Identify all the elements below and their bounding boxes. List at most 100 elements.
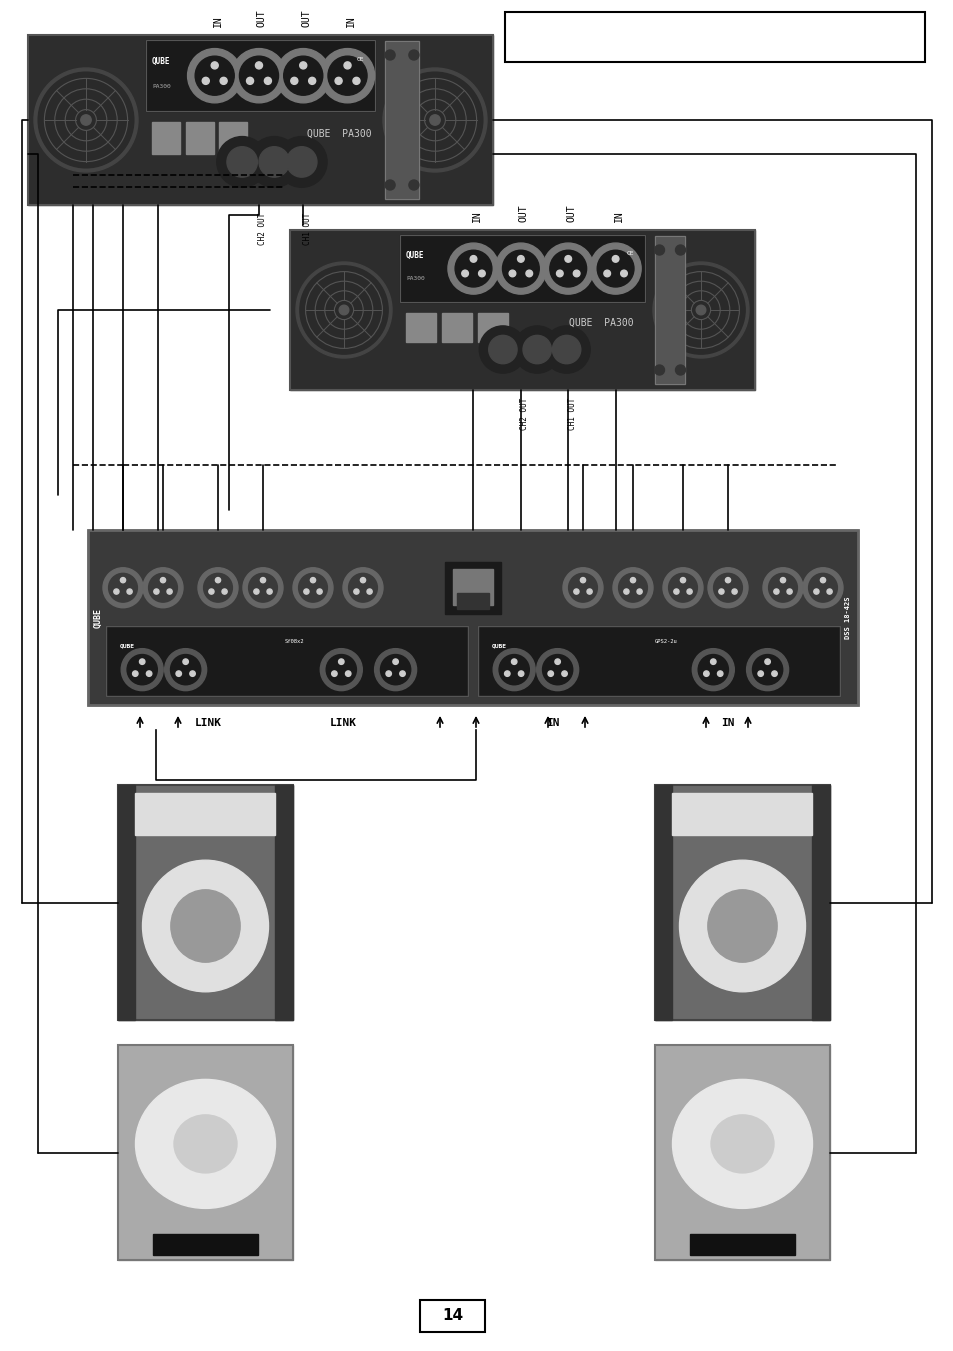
- Circle shape: [367, 589, 372, 594]
- Circle shape: [275, 49, 330, 103]
- Bar: [106, 627, 468, 696]
- Circle shape: [724, 577, 730, 582]
- Circle shape: [249, 573, 277, 603]
- Circle shape: [139, 659, 145, 665]
- Circle shape: [637, 589, 641, 594]
- Circle shape: [203, 573, 233, 603]
- Circle shape: [153, 589, 159, 594]
- Circle shape: [488, 335, 517, 363]
- Circle shape: [113, 589, 119, 594]
- Bar: [118, 785, 293, 1020]
- Bar: [441, 312, 472, 342]
- Circle shape: [618, 573, 647, 603]
- Circle shape: [222, 589, 227, 594]
- Circle shape: [698, 654, 728, 685]
- Circle shape: [717, 671, 722, 677]
- Text: QUBE  PA300: QUBE PA300: [568, 317, 633, 328]
- Bar: [655, 785, 672, 1020]
- Circle shape: [253, 589, 259, 594]
- Ellipse shape: [135, 1079, 275, 1208]
- Text: SY08x2: SY08x2: [284, 639, 304, 644]
- Circle shape: [696, 305, 705, 315]
- Circle shape: [703, 671, 708, 677]
- Circle shape: [246, 77, 253, 84]
- Circle shape: [542, 654, 572, 685]
- Circle shape: [746, 648, 788, 690]
- Circle shape: [502, 250, 538, 286]
- Bar: [672, 793, 812, 835]
- Circle shape: [455, 250, 492, 286]
- Bar: [655, 236, 684, 384]
- Circle shape: [188, 49, 241, 103]
- Circle shape: [675, 245, 685, 255]
- Ellipse shape: [679, 861, 804, 992]
- Bar: [406, 312, 436, 342]
- Circle shape: [198, 567, 237, 608]
- Text: LINK: LINK: [194, 717, 221, 728]
- Text: LINK: LINK: [329, 717, 356, 728]
- Bar: [118, 785, 293, 1020]
- Circle shape: [339, 305, 349, 315]
- Circle shape: [171, 654, 200, 685]
- Circle shape: [343, 567, 382, 608]
- Circle shape: [183, 659, 188, 665]
- Circle shape: [731, 589, 737, 594]
- Bar: [419, 1300, 484, 1332]
- Text: OUT: OUT: [518, 204, 528, 222]
- Bar: [655, 236, 684, 384]
- Circle shape: [820, 577, 824, 582]
- Text: IN: IN: [345, 15, 355, 27]
- Circle shape: [620, 270, 627, 277]
- Circle shape: [382, 68, 486, 172]
- Circle shape: [332, 671, 336, 677]
- Circle shape: [310, 577, 315, 582]
- Bar: [477, 312, 507, 342]
- Circle shape: [239, 57, 278, 95]
- Circle shape: [335, 77, 342, 84]
- Text: QUBE  PA300: QUBE PA300: [307, 128, 372, 139]
- Circle shape: [679, 577, 685, 582]
- Ellipse shape: [672, 1079, 812, 1208]
- Circle shape: [673, 589, 679, 594]
- Circle shape: [710, 659, 716, 665]
- Circle shape: [586, 589, 592, 594]
- Circle shape: [786, 589, 791, 594]
- Circle shape: [227, 147, 257, 177]
- Circle shape: [542, 326, 590, 373]
- Text: GPS2-2u: GPS2-2u: [654, 639, 677, 644]
- Bar: [689, 1233, 794, 1255]
- Bar: [655, 1046, 829, 1260]
- Circle shape: [295, 262, 392, 358]
- Circle shape: [81, 115, 91, 126]
- Circle shape: [430, 115, 439, 126]
- Circle shape: [103, 567, 143, 608]
- Bar: [290, 230, 754, 390]
- Circle shape: [493, 648, 535, 690]
- Text: CE: CE: [626, 251, 634, 257]
- Circle shape: [132, 671, 138, 677]
- Circle shape: [393, 659, 398, 665]
- Circle shape: [353, 77, 359, 84]
- Circle shape: [409, 180, 418, 190]
- Text: QUBE: QUBE: [93, 608, 102, 627]
- Circle shape: [286, 147, 316, 177]
- Text: CH1 OUT: CH1 OUT: [302, 213, 312, 246]
- Circle shape: [387, 72, 482, 168]
- Circle shape: [675, 365, 685, 376]
- Circle shape: [149, 573, 177, 603]
- Bar: [453, 569, 493, 604]
- Circle shape: [654, 245, 664, 255]
- Circle shape: [232, 49, 286, 103]
- Circle shape: [267, 589, 272, 594]
- Bar: [504, 12, 924, 62]
- Text: QUBE: QUBE: [152, 57, 171, 66]
- Circle shape: [202, 77, 209, 84]
- Circle shape: [127, 654, 157, 685]
- Circle shape: [808, 573, 837, 603]
- Circle shape: [260, 577, 265, 582]
- Text: IN: IN: [213, 15, 222, 27]
- Text: CH1 OUT: CH1 OUT: [567, 399, 577, 431]
- Circle shape: [316, 589, 322, 594]
- Circle shape: [597, 250, 634, 286]
- Circle shape: [165, 648, 207, 690]
